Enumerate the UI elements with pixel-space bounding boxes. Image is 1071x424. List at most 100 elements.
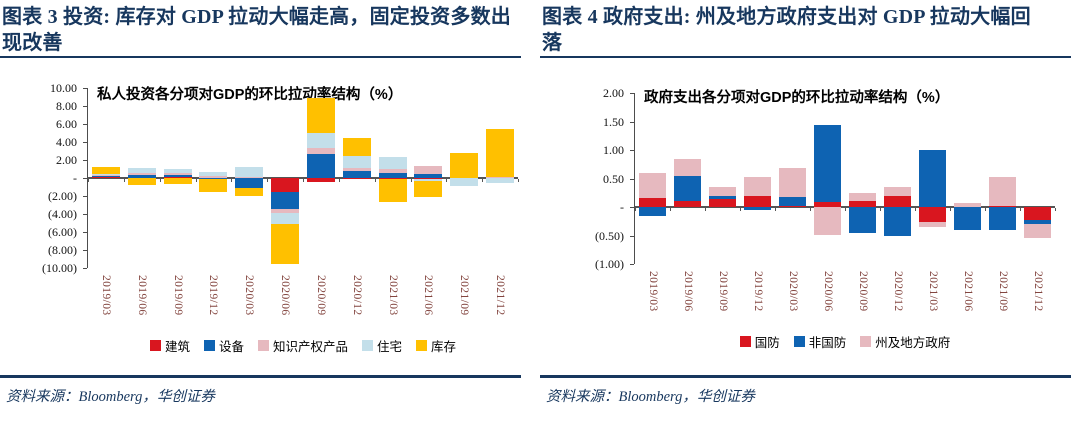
bar-segment	[918, 207, 947, 223]
y-axis-tick	[83, 106, 87, 107]
x-axis-tick	[159, 179, 161, 182]
y-axis-tick	[83, 160, 87, 161]
bar-segment	[271, 224, 300, 265]
x-axis-tick	[231, 179, 233, 182]
bar-segment	[127, 168, 156, 173]
bar-segment	[743, 207, 772, 210]
bar-segment	[1023, 223, 1052, 239]
bar-segment	[342, 178, 371, 180]
bar-segment	[163, 169, 192, 174]
x-axis-label: 2019/06	[681, 271, 694, 312]
bar-segment	[199, 179, 228, 193]
bar-segment	[342, 167, 371, 172]
legend-swatch-国防	[739, 336, 751, 347]
bar-segment	[883, 207, 912, 236]
x-axis-label: 2020/03	[786, 271, 799, 312]
figure-3-header-rule: 图表 3 投资: 库存对 GDP 拉动大幅走高，固定投资多数出现改善	[0, 0, 521, 58]
y-axis-tick	[630, 93, 634, 94]
bar-segment	[848, 200, 877, 207]
y-axis-tick	[630, 178, 634, 180]
legend-item: 非国防	[793, 332, 846, 351]
y-axis-label: 1.00	[603, 143, 624, 157]
x-axis-tick	[267, 179, 269, 182]
y-axis-label: 1.50	[603, 114, 624, 129]
bar-segment	[91, 177, 120, 179]
x-axis-label: 2020/12	[350, 275, 363, 316]
legend-item: 建筑	[149, 336, 190, 355]
legend-swatch-住宅	[362, 340, 373, 351]
bar-segment	[271, 213, 300, 225]
figure-4: 图表 4 政府支出: 州及地方政府支出对 GDP 拉动大幅回落 政府支出各分项对…	[540, 0, 1071, 406]
bar-segment	[414, 178, 443, 179]
y-axis-label: (2.00)	[48, 189, 77, 203]
x-axis-tick	[670, 208, 671, 211]
chart-area-government: 政府支出各分项对GDP的环比拉动率结构（%） 2.00 1.50 1.00 0.50 -…	[540, 58, 1071, 373]
bar-segment	[918, 150, 947, 207]
x-axis-label: 2020/09	[314, 275, 327, 316]
x-axis-tick	[482, 179, 484, 182]
x-axis-tick	[915, 208, 916, 211]
bar-segment	[673, 201, 702, 207]
x-axis-tick	[880, 208, 881, 211]
legend-item: 库存	[416, 336, 456, 355]
x-axis-label: 2021/03	[386, 275, 399, 316]
bar-segment	[848, 193, 877, 201]
bar-segment	[708, 195, 737, 199]
bar-segment	[848, 207, 877, 234]
source-line: 资料来源：Bloomberg，华创证券	[6, 389, 215, 405]
x-axis-tick	[303, 179, 304, 182]
x-axis-tick	[950, 208, 951, 211]
bar-segment	[127, 172, 156, 176]
bar-segment	[235, 178, 264, 188]
y-axis-tick	[630, 121, 634, 123]
legend-label: 设备	[218, 340, 244, 354]
x-axis-label: 2019/09	[171, 275, 184, 316]
bar-segment	[883, 195, 912, 207]
x-axis-line	[635, 206, 1055, 208]
legend-item: 国防	[739, 332, 780, 351]
x-axis-tick	[1055, 208, 1056, 211]
y-axis-label: (4.00)	[48, 207, 77, 221]
bar-segment	[342, 156, 371, 168]
legend-label: 库存	[431, 340, 457, 354]
x-axis-label: 2021/09	[458, 275, 471, 316]
bar-segment	[378, 157, 407, 169]
x-axis-label: 2019/12	[751, 271, 764, 312]
y-axis-tick	[83, 214, 87, 215]
bar-segment	[306, 178, 335, 182]
x-axis-label: 2021/12	[494, 275, 507, 316]
bar-segment	[91, 173, 120, 175]
legend-item: 知识产权产品	[257, 336, 348, 355]
bar-segment	[743, 176, 772, 196]
bar-segment	[199, 176, 228, 178]
bar-segment	[306, 98, 335, 133]
legend-item: 住宅	[362, 336, 402, 355]
x-axis-label: 2019/06	[135, 275, 148, 316]
bar-segment	[414, 173, 443, 178]
x-axis-label: 2019/03	[99, 275, 112, 316]
x-axis-label: 2019/09	[716, 271, 729, 312]
bar-segment	[953, 207, 982, 230]
bar-segment	[271, 209, 300, 214]
figure-3-title: 图表 3 投资: 库存对 GDP 拉动大幅走高，固定投资多数出现改善	[2, 6, 511, 54]
bar-segment	[486, 177, 515, 179]
chart-area-investment: 私人投资各分项对GDP的环比拉动率结构（%） 10.00 8.00 6.00 4.00…	[0, 58, 521, 373]
bar-segment	[414, 165, 443, 174]
x-axis-label: 2020/06	[279, 275, 292, 316]
x-axis-tick	[985, 208, 986, 211]
bar-segment	[414, 178, 443, 181]
bar-segment	[163, 173, 192, 175]
y-axis-label: 2.00	[603, 86, 624, 100]
y-axis-tick	[630, 207, 634, 208]
bar-segment	[271, 191, 300, 210]
x-axis-label: 2020/03	[243, 275, 256, 316]
bar-segment	[918, 222, 947, 227]
figure-4-title: 图表 4 政府支出: 州及地方政府支出对 GDP 拉动大幅回落	[542, 6, 1031, 54]
x-axis-tick	[845, 208, 846, 211]
legend-swatch-设备	[203, 340, 215, 351]
x-axis-label: 2021/09	[996, 271, 1009, 312]
y-axis-label: 10.00	[50, 81, 77, 95]
bar-segment	[91, 175, 120, 178]
legend-swatch-建筑	[149, 340, 161, 351]
y-axis-tick	[83, 232, 87, 233]
